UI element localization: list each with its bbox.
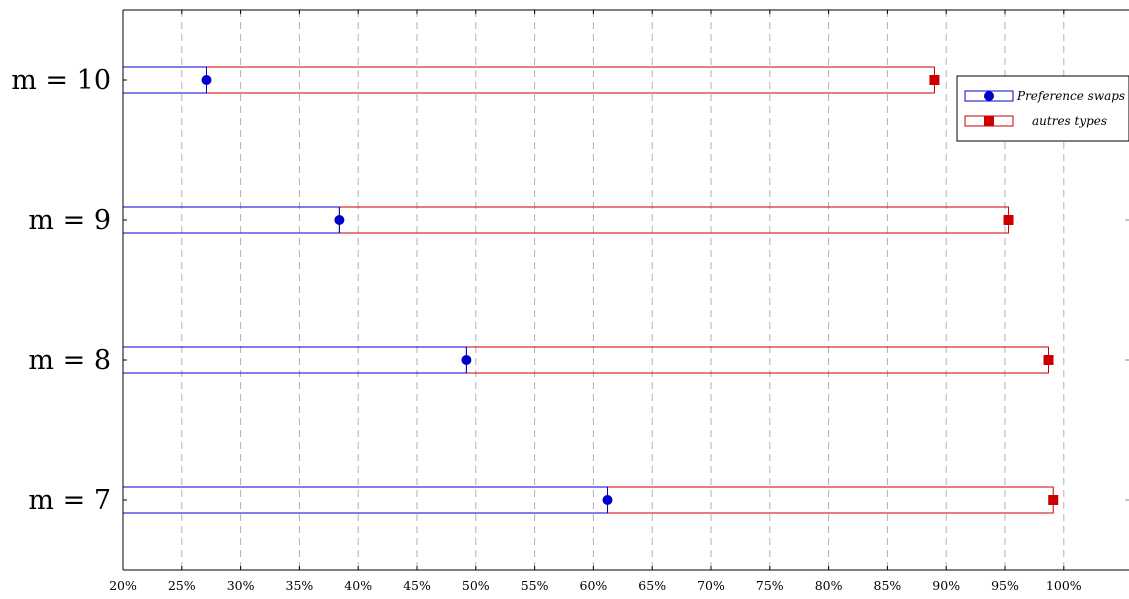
- category-label-2: m = 9: [28, 205, 111, 236]
- x-tick-label-35: 35%: [286, 578, 314, 593]
- legend-label-0: Preference swaps: [1016, 89, 1125, 103]
- x-tick-label-40: 40%: [344, 578, 372, 593]
- grid-lines: [181, 10, 1065, 570]
- point-preference-2: [334, 215, 345, 225]
- bar-preference-3: [122, 66, 207, 94]
- x-tick-label-25: 25%: [168, 578, 196, 593]
- point-autres-3: [929, 75, 940, 85]
- legend: Preference swaps autres types: [956, 75, 1129, 142]
- bar-preference-2: [122, 206, 340, 234]
- x-tick-label-75: 75%: [756, 578, 784, 593]
- point-preference-0: [602, 495, 613, 505]
- x-tick-label-55: 55%: [521, 578, 549, 593]
- legend-marker-1: [984, 116, 994, 126]
- x-tick-label-20: 20%: [109, 578, 137, 593]
- x-tick-label-30: 30%: [227, 578, 255, 593]
- x-tick-label-60: 60%: [580, 578, 608, 593]
- x-tick-label-90: 90%: [932, 578, 960, 593]
- bars: [122, 66, 1054, 514]
- point-autres-2: [1003, 215, 1014, 225]
- bar-autres-1: [465, 346, 1050, 374]
- x-tick-label-85: 85%: [874, 578, 902, 593]
- bar-autres-0: [607, 486, 1054, 514]
- bar-autres-3: [205, 66, 935, 94]
- point-autres-1: [1043, 355, 1054, 365]
- x-tick-label-100: 100%: [1046, 578, 1082, 593]
- category-label-1: m = 8: [28, 345, 111, 376]
- point-preference-1: [461, 355, 472, 365]
- axes: 20% 25% 30% 35% 40% 45% 50% 55% 60% 65% 70% 75% 80% 8…: [11, 9, 1129, 593]
- markers: [201, 75, 1059, 505]
- x-tick-label-70: 70%: [697, 578, 725, 593]
- legend-marker-0: [984, 91, 994, 101]
- x-tick-label-45: 45%: [403, 578, 431, 593]
- bar-preference-1: [122, 346, 467, 374]
- x-tick-label-65: 65%: [638, 578, 666, 593]
- category-label-0: m = 7: [28, 485, 111, 516]
- point-autres-0: [1048, 495, 1059, 505]
- bar-autres-2: [338, 206, 1010, 234]
- x-tick-label-50: 50%: [462, 578, 490, 593]
- legend-box: [956, 75, 1129, 142]
- x-tick-label-80: 80%: [815, 578, 843, 593]
- x-tick-label-95: 95%: [991, 578, 1019, 593]
- category-label-3: m = 10: [11, 65, 111, 96]
- point-preference-3: [201, 75, 212, 85]
- legend-label-1: autres types: [1032, 114, 1107, 128]
